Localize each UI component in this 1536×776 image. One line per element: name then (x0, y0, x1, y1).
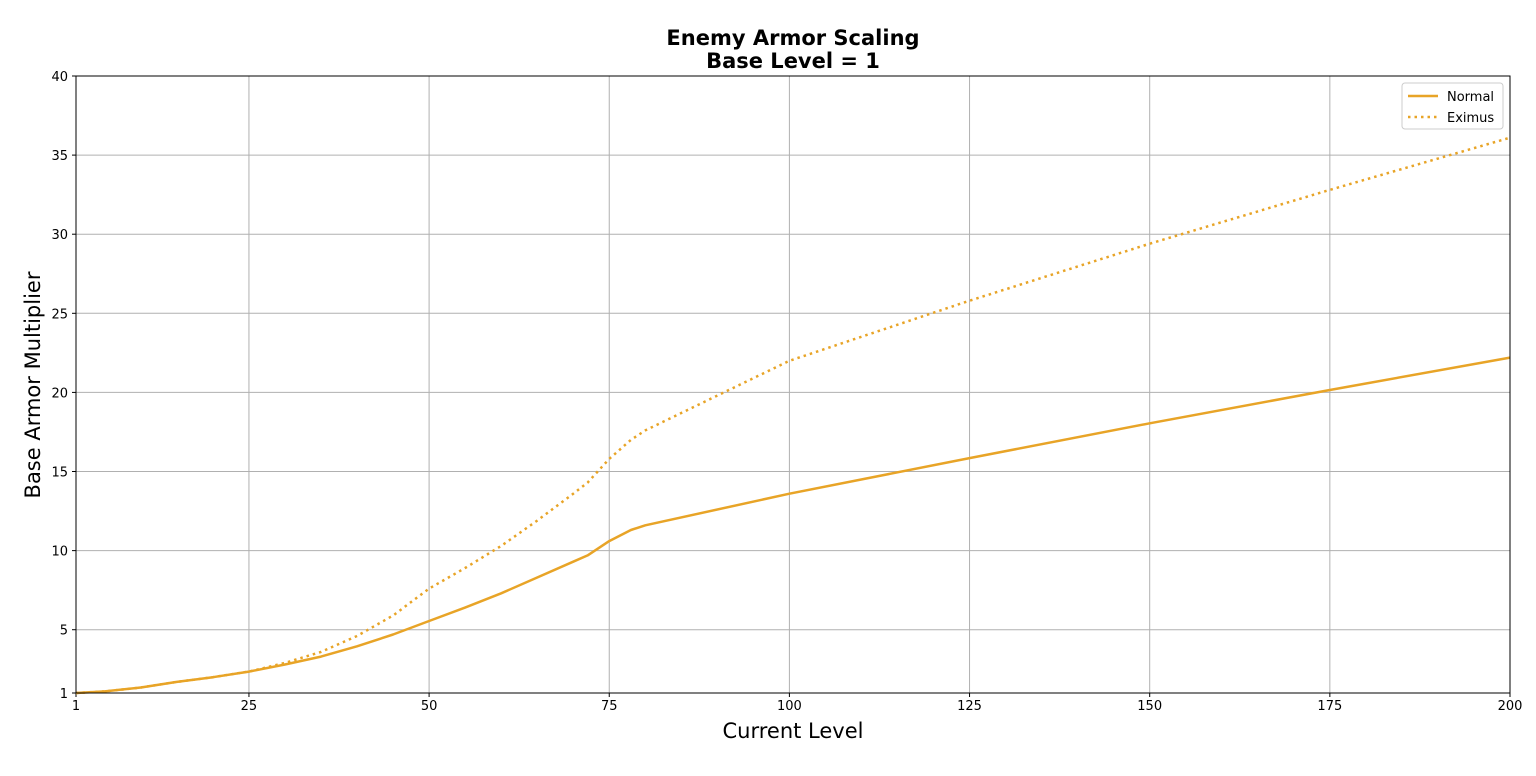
series-lines (75, 136, 1511, 695)
y-tick-label: 15 (51, 466, 68, 481)
x-tick-label: 1 (72, 699, 80, 714)
series-line-normal (75, 356, 1511, 695)
x-tick-label: 100 (777, 699, 802, 714)
legend: Normal Eximus (1401, 82, 1504, 130)
x-axis-label: Current Level (723, 719, 864, 743)
grid (75, 75, 1511, 694)
plot-frame (75, 75, 1511, 694)
y-tick-label: 40 (51, 70, 68, 85)
y-tick-label: 5 (60, 624, 68, 639)
y-tick-label: 1 (60, 687, 68, 702)
chart-title: Enemy Armor Scaling (666, 26, 919, 50)
x-tick-label: 25 (241, 699, 258, 714)
y-axis-label: Base Armor Multiplier (21, 271, 45, 498)
y-tick-label: 30 (51, 228, 68, 243)
x-tick-label: 150 (1137, 699, 1162, 714)
y-tick-label: 20 (51, 386, 68, 401)
y-tick-label: 25 (51, 307, 68, 322)
x-tick-label: 125 (957, 699, 982, 714)
x-tick-label: 200 (1498, 699, 1523, 714)
y-tick-label: 10 (51, 545, 68, 560)
legend-label-normal: Normal (1447, 90, 1494, 105)
y-tick-label: 35 (51, 149, 68, 164)
legend-label-eximus: Eximus (1447, 111, 1494, 126)
x-tick-label: 175 (1317, 699, 1342, 714)
series-line-eximus (75, 136, 1511, 695)
x-tick-label: 75 (601, 699, 618, 714)
chart-subtitle: Base Level = 1 (706, 49, 880, 73)
x-tick-label: 50 (421, 699, 438, 714)
